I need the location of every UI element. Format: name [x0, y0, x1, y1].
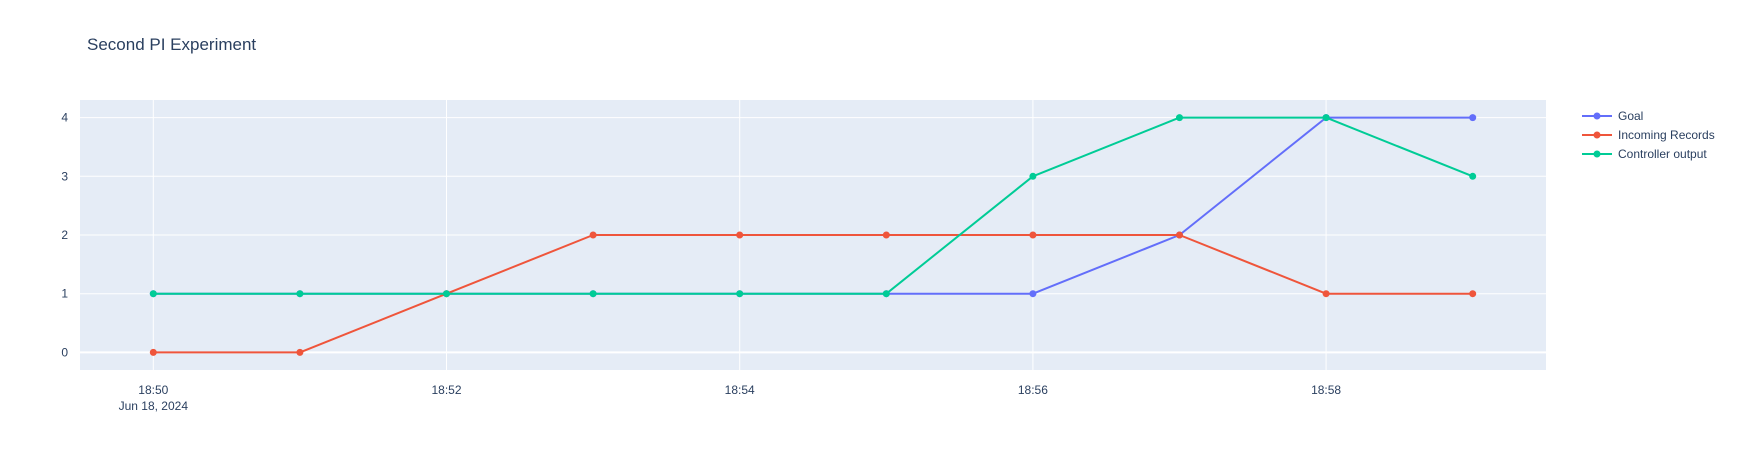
data-point[interactable] — [1322, 114, 1330, 122]
y-tick-label: 4 — [61, 111, 68, 125]
series-incoming-records — [149, 231, 1477, 356]
data-point[interactable] — [882, 231, 890, 239]
data-point[interactable] — [1029, 172, 1037, 180]
series-line-controller-output — [153, 116, 1474, 295]
data-point[interactable] — [1029, 231, 1037, 239]
legend-marker — [1593, 131, 1601, 139]
x-tick-label: 18:50 — [138, 383, 168, 397]
legend-label: Goal — [1618, 109, 1643, 123]
data-point[interactable] — [1029, 290, 1037, 298]
data-point[interactable] — [589, 290, 597, 298]
data-point[interactable] — [296, 290, 304, 298]
data-point[interactable] — [1469, 290, 1477, 298]
legend-label: Controller output — [1618, 147, 1707, 161]
data-point[interactable] — [1176, 114, 1183, 122]
y-tick-label: 2 — [61, 228, 68, 242]
data-point[interactable] — [882, 290, 890, 298]
data-point[interactable] — [443, 290, 450, 298]
x-tick-label: 18:56 — [1018, 383, 1048, 397]
data-point[interactable] — [296, 348, 304, 356]
x-axis: 18:50 Jun 18, 2024 18:52 18:54 18:56 18:58 — [119, 383, 1342, 413]
y-tick-label: 3 — [61, 169, 68, 183]
legend-item-incoming-records[interactable]: Incoming Records — [1582, 128, 1715, 142]
y-axis: 0 1 2 3 4 — [61, 111, 68, 360]
data-point[interactable] — [1469, 114, 1477, 122]
x-tick-label: 18:52 — [431, 383, 461, 397]
x-tick-label: 18:54 — [725, 383, 755, 397]
chart-title: Second PI Experiment — [87, 35, 256, 54]
data-point[interactable] — [149, 290, 157, 298]
legend-item-goal[interactable]: Goal — [1582, 109, 1643, 123]
y-tick-label: 1 — [61, 287, 68, 301]
data-point[interactable] — [1176, 231, 1183, 239]
legend-marker — [1593, 150, 1601, 158]
x-tick-label: 18:58 — [1311, 383, 1341, 397]
data-point[interactable] — [736, 231, 744, 239]
data-point[interactable] — [1469, 172, 1477, 180]
data-point[interactable] — [149, 348, 157, 356]
legend-label: Incoming Records — [1618, 128, 1715, 142]
data-point[interactable] — [589, 231, 597, 239]
legend-marker — [1593, 112, 1601, 120]
series-controller-output — [149, 114, 1477, 298]
data-point[interactable] — [1322, 290, 1330, 298]
series-line-incoming-records — [153, 234, 1473, 354]
y-tick-label: 0 — [61, 345, 68, 359]
legend: Goal Incoming Records Controller output — [1582, 109, 1715, 161]
series-layer — [149, 114, 1477, 356]
data-point[interactable] — [736, 290, 744, 298]
x-tick-date-label: Jun 18, 2024 — [119, 399, 189, 413]
legend-item-controller-output[interactable]: Controller output — [1582, 147, 1707, 161]
